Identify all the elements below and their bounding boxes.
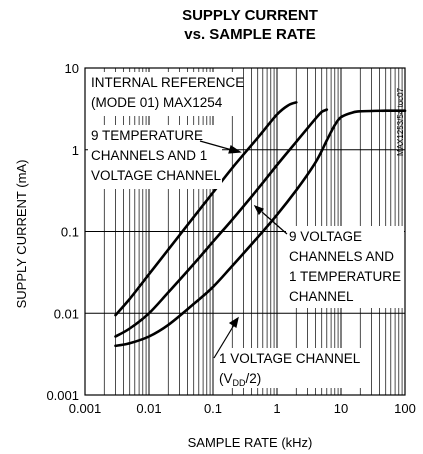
annotation-volt1: 1 VOLTAGE CHANNEL (VDD/2) bbox=[216, 348, 366, 388]
chart-title-line-1: SUPPLY CURRENT bbox=[182, 7, 318, 24]
arrow-volt9-head bbox=[253, 204, 264, 216]
y-tick-label: 0.01 bbox=[54, 306, 79, 321]
annotation-temp9-line-2: CHANNELS AND 1 bbox=[91, 148, 207, 163]
series-line-2 bbox=[114, 108, 329, 338]
y-tick-label: 10 bbox=[65, 61, 79, 76]
arrow-volt1-head bbox=[228, 316, 239, 328]
x-axis-label: SAMPLE RATE (kHz) bbox=[188, 435, 313, 450]
series-line-1 bbox=[114, 101, 298, 317]
x-tick-label: 0.001 bbox=[69, 401, 102, 416]
arrow-volt1 bbox=[213, 324, 235, 359]
annotation-temp9-line-3: VOLTAGE CHANNEL bbox=[91, 168, 222, 183]
annotation-volt9-line-3: 1 TEMPERATURE bbox=[289, 269, 401, 284]
annotation-volt1-line-2: (VDD/2) bbox=[219, 371, 261, 388]
y-tick-label: 0.1 bbox=[61, 225, 79, 240]
annotation-condition-line-2: (MODE 01) MAX1254 bbox=[91, 95, 223, 110]
y-tick-label: 0.001 bbox=[46, 388, 79, 403]
annotation-temp9: 9 TEMPERATURE CHANNELS AND 1 VOLTAGE CHA… bbox=[88, 125, 222, 189]
arrow-volt9 bbox=[261, 211, 288, 235]
annotation-temp9-line-1: 9 TEMPERATURE bbox=[91, 128, 203, 143]
y-axis-label: SUPPLY CURRENT (mA) bbox=[14, 160, 29, 309]
x-tick-label: 0.01 bbox=[136, 401, 161, 416]
figure-id: MAX1253/54 toc07 bbox=[396, 87, 405, 156]
data-series bbox=[114, 101, 407, 348]
plot-frame bbox=[84, 67, 406, 396]
annotation-volt9: 9 VOLTAGE CHANNELS AND 1 TEMPERATURE CHA… bbox=[286, 226, 404, 308]
annotation-volt9-line-4: CHANNEL bbox=[289, 289, 354, 304]
arrow-temp9 bbox=[199, 140, 233, 151]
annotation-volt9-line-1: 9 VOLTAGE bbox=[289, 229, 362, 244]
annotation-volt1-line-1: 1 VOLTAGE CHANNEL bbox=[219, 351, 361, 366]
annotation-condition: INTERNAL REFERENCE (MODE 01) MAX1254 bbox=[88, 72, 244, 116]
tick-labels: 0.001 0.01 0.1 1 10 100 0.001 0.01 0.1 1 10 bbox=[46, 61, 415, 416]
x-tick-label: 10 bbox=[334, 401, 348, 416]
annotation-condition-line-1: INTERNAL REFERENCE bbox=[91, 75, 244, 90]
x-tick-label: 0.1 bbox=[204, 401, 222, 416]
y-tick-label: 1 bbox=[72, 143, 79, 158]
annotation-volt9-line-2: CHANNELS AND bbox=[289, 249, 394, 264]
chart-title-line-2: vs. SAMPLE RATE bbox=[184, 26, 315, 43]
x-tick-label: 1 bbox=[273, 401, 280, 416]
series-line-3 bbox=[114, 109, 407, 348]
grid-lines bbox=[84, 67, 405, 396]
x-tick-label: 100 bbox=[394, 401, 416, 416]
arrow-temp9-head bbox=[228, 145, 242, 154]
annotation-arrows bbox=[199, 140, 288, 359]
